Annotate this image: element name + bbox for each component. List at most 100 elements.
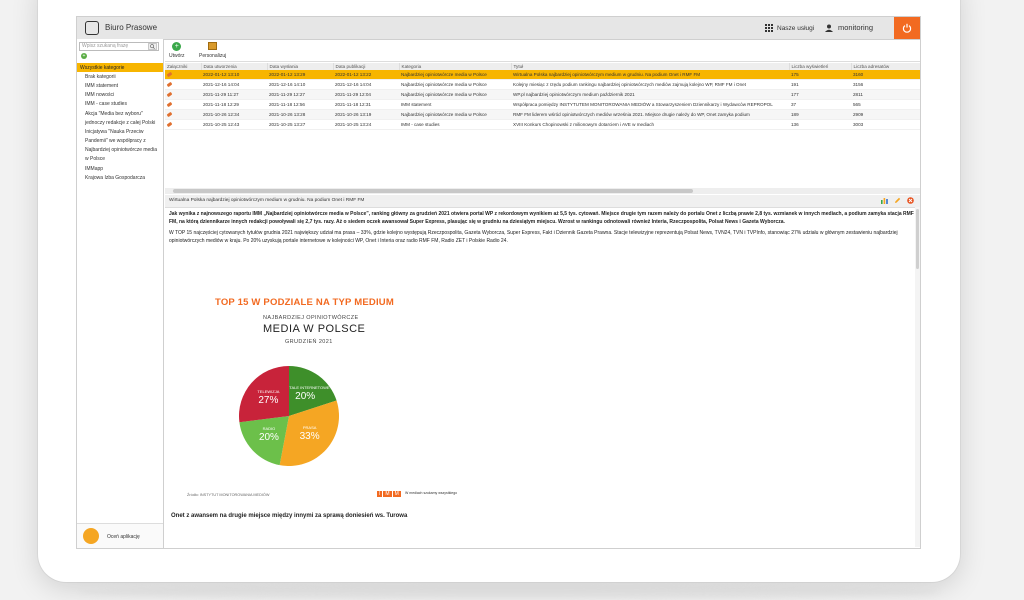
scrollbar-thumb[interactable] bbox=[916, 209, 919, 269]
power-icon bbox=[902, 23, 912, 33]
pie-value-label: 27% bbox=[258, 395, 278, 406]
cell-category: Najbardziej opiniotwórcze media w Polsce bbox=[399, 79, 511, 90]
attachment-icon bbox=[166, 91, 173, 98]
column-header[interactable]: Liczba adresatów bbox=[851, 63, 920, 70]
column-header[interactable]: Załączniki bbox=[165, 63, 202, 70]
table-row[interactable]: 2022-01-12 13:10 2022-01-12 13:29 2022-0… bbox=[165, 70, 920, 80]
cell-title: XVIII Konkurs Chopinowski z milionowym d… bbox=[511, 119, 789, 130]
cell-views: 175 bbox=[789, 70, 851, 80]
horizontal-scrollbar[interactable] bbox=[165, 188, 920, 194]
cell-category: IMM statement bbox=[399, 99, 511, 110]
thumbs-up-icon bbox=[83, 528, 99, 544]
services-menu[interactable]: Nasze usługi bbox=[765, 24, 814, 32]
table-row[interactable]: 2021-11-29 11:27 2021-11-29 12:27 2021-1… bbox=[165, 89, 920, 100]
cell-created: 2021-12-16 14:04 bbox=[201, 79, 267, 90]
cell-sent: 2021-12-16 14:10 bbox=[267, 79, 333, 90]
add-category-icon[interactable]: + bbox=[81, 53, 87, 59]
pie-category-label: RADIO bbox=[263, 426, 276, 431]
category-item[interactable]: jednoczy redakcje z całej Polski bbox=[85, 119, 156, 126]
category-item[interactable]: Inicjatywa "Nauka Przeciw bbox=[85, 128, 144, 135]
app-logo-icon bbox=[85, 21, 99, 35]
category-item[interactable]: Brak kategorii bbox=[85, 73, 116, 80]
logout-button[interactable] bbox=[894, 17, 920, 39]
category-item[interactable]: Najbardziej opiniotwórcze media bbox=[85, 147, 157, 154]
cell-published: 2021-11-29 12:04 bbox=[333, 89, 399, 100]
infographic-title: TOP 15 W PODZIALE NA TYP MEDIUM bbox=[215, 297, 394, 308]
imm-tagline: W mediach szukamy wszystkiego bbox=[405, 491, 458, 495]
table-row[interactable]: 2021-10-26 12:34 2021-10-26 13:28 2021-1… bbox=[165, 109, 920, 120]
column-header[interactable]: Data publikacji bbox=[333, 63, 400, 70]
column-header[interactable]: Data utworzenia bbox=[201, 63, 268, 70]
preview-title: Wirtualna Polska najbardziej opiniotwórc… bbox=[169, 198, 365, 203]
grid-icon bbox=[765, 24, 773, 32]
attachment-icon bbox=[166, 81, 173, 88]
search-input[interactable]: Wpisz szukaną frazę bbox=[79, 42, 159, 51]
pie-category-label: PRASA bbox=[303, 425, 317, 430]
column-header[interactable]: Data wysłania bbox=[267, 63, 334, 70]
table-row[interactable]: 2021-12-16 14:04 2021-12-16 14:10 2021-1… bbox=[165, 79, 920, 90]
category-item[interactable]: IMM statement bbox=[85, 82, 119, 89]
cell-title: RMF FM liderem wśród opiniotwórczych med… bbox=[511, 109, 789, 120]
user-label: monitoring bbox=[838, 23, 874, 32]
cell-title: WP.pl najbardziej opiniotwórczym medium … bbox=[511, 89, 789, 100]
user-icon bbox=[825, 24, 833, 32]
attachment-icon bbox=[166, 111, 173, 118]
cell-created: 2021-10-26 12:34 bbox=[201, 109, 267, 120]
cell-sent: 2021-11-29 12:27 bbox=[267, 89, 333, 100]
attachment-icon bbox=[166, 121, 173, 128]
cell-recipients: 2811 bbox=[851, 89, 920, 100]
cell-sent: 2022-01-12 13:29 bbox=[267, 70, 333, 80]
cell-views: 177 bbox=[789, 89, 851, 100]
top-bar: Biuro Prasowe Nasze usługi monitoring bbox=[77, 17, 920, 40]
cell-published: 2021-10-26 13:19 bbox=[333, 109, 399, 120]
category-item[interactable]: IMM - case studies bbox=[85, 101, 127, 108]
category-item[interactable]: Akcja "Media bez wyboru" bbox=[85, 110, 143, 117]
category-item[interactable]: IMM nowości bbox=[85, 92, 115, 99]
edit-icon[interactable] bbox=[894, 197, 901, 204]
cell-published: 2021-12-16 14:04 bbox=[333, 79, 399, 90]
cell-created: 2021-11-18 12:29 bbox=[201, 99, 267, 110]
create-button[interactable]: + Utwórz bbox=[169, 42, 185, 59]
category-item[interactable]: w Polsce bbox=[85, 156, 106, 163]
column-header[interactable]: Tytuł bbox=[511, 63, 790, 70]
search-icon[interactable] bbox=[148, 43, 157, 50]
table-header: Załączniki Data utworzenia Data wysłania… bbox=[165, 63, 920, 70]
personalize-icon bbox=[208, 42, 218, 50]
infographic-subtitle: NAJBARDZIEJ OPINIOTWÓRCZE bbox=[263, 315, 359, 321]
stats-icon[interactable] bbox=[881, 197, 888, 204]
preview-paragraph: Jak wynika z najnowszego raportu IMM „Na… bbox=[169, 211, 914, 225]
table-row[interactable]: 2021-10-25 12:43 2021-10-25 13:27 2021-1… bbox=[165, 119, 920, 130]
cell-published: 2022-01-12 13:22 bbox=[333, 70, 399, 80]
cell-recipients: 2909 bbox=[851, 109, 920, 120]
category-item[interactable]: Pandemii" we współpracy z bbox=[85, 138, 146, 145]
cell-recipients: 3156 bbox=[851, 79, 920, 90]
cell-sent: 2021-11-18 12:56 bbox=[267, 99, 333, 110]
column-header[interactable]: Kategoria bbox=[399, 63, 512, 70]
cell-recipients: 3160 bbox=[851, 70, 920, 80]
pie-slice bbox=[289, 366, 337, 416]
cell-recipients: 565 bbox=[851, 99, 920, 110]
cell-category: Najbardziej opiniotwórcze media w Polsce bbox=[399, 109, 511, 120]
rate-app-button[interactable]: Oceń aplikację bbox=[77, 523, 163, 548]
scrollbar-thumb[interactable] bbox=[173, 189, 693, 193]
user-menu[interactable]: monitoring bbox=[825, 23, 873, 32]
messages-table: Załączniki Data utworzenia Data wysłania… bbox=[165, 63, 920, 181]
cell-sent: 2021-10-26 13:28 bbox=[267, 109, 333, 120]
cell-created: 2021-11-29 11:27 bbox=[201, 89, 267, 100]
cell-published: 2021-10-25 13:24 bbox=[333, 119, 399, 130]
column-header[interactable]: Liczba wyświetleń bbox=[789, 63, 852, 70]
infographic-date: GRUDZIEŃ 2021 bbox=[285, 339, 333, 345]
cell-published: 2021-11-18 12:31 bbox=[333, 99, 399, 110]
category-item[interactable]: Krajowa Izba Gospodarcza bbox=[85, 174, 146, 181]
personalize-button[interactable]: Personalizuj bbox=[199, 42, 226, 59]
rate-app-label: Oceń aplikację bbox=[107, 534, 140, 540]
category-item[interactable]: IMMapp bbox=[85, 165, 104, 172]
category-item[interactable]: Wszystkie kategorie bbox=[77, 63, 163, 73]
pie-value-label: 33% bbox=[300, 431, 320, 442]
attachment-icon bbox=[166, 101, 173, 108]
close-icon[interactable] bbox=[907, 197, 914, 204]
vertical-scrollbar[interactable] bbox=[915, 207, 920, 547]
table-row[interactable]: 2021-11-18 12:29 2021-11-18 12:56 2021-1… bbox=[165, 99, 920, 110]
device-shadow bbox=[80, 585, 940, 599]
